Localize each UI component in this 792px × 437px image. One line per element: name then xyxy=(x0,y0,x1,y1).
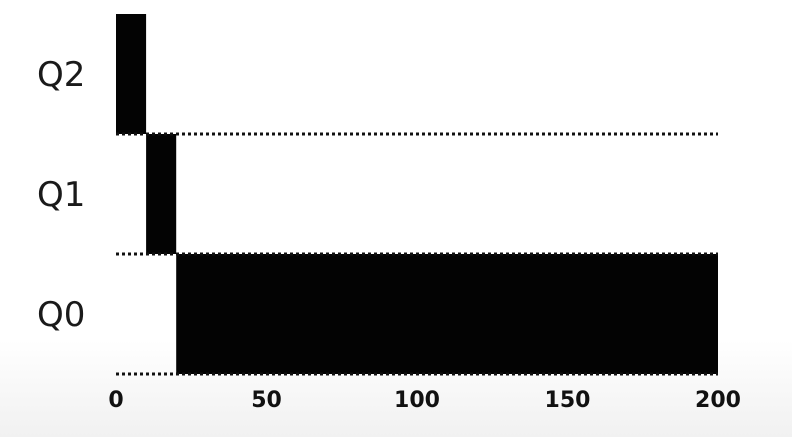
queue-label-q0: Q0 xyxy=(37,295,85,335)
x-tick-label-100: 100 xyxy=(394,388,440,413)
queue-label-q2: Q2 xyxy=(37,55,85,95)
segment-q1-1 xyxy=(146,134,177,254)
queue-labels: Q2 Q1 Q0 xyxy=(37,55,85,335)
x-axis-ticks: 0 50 100 150 200 xyxy=(108,388,741,413)
x-tick-label-0: 0 xyxy=(108,388,123,413)
x-tick-label-200: 200 xyxy=(695,388,741,413)
segments-layer xyxy=(116,14,718,374)
x-tick-label-50: 50 xyxy=(251,388,282,413)
x-tick-label-150: 150 xyxy=(545,388,591,413)
segment-q2-0 xyxy=(116,14,147,134)
queue-label-q1: Q1 xyxy=(37,175,85,215)
separators-layer xyxy=(116,132,718,376)
segment-q0-2 xyxy=(176,254,718,374)
